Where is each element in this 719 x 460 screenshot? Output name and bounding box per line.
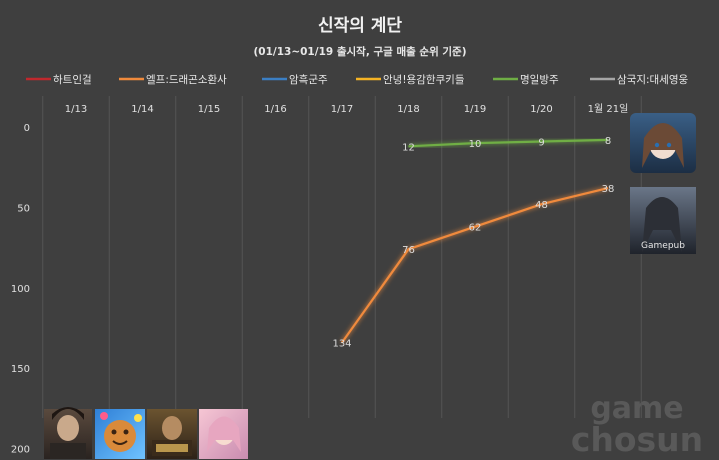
- chart-title: 신작의 계단: [318, 16, 402, 36]
- x-tick-label: 1/19: [464, 104, 486, 115]
- x-tick-label: 1/14: [131, 104, 153, 115]
- series-lines: [341, 138, 609, 344]
- y-tick-label: 200: [11, 445, 30, 456]
- chart-subtitle: (01/13~01/19 출시작, 구글 매출 순위 기준): [253, 45, 466, 58]
- y-tick-label: 100: [11, 284, 30, 295]
- x-tick-label: 1/18: [397, 104, 419, 115]
- data-label: 8: [605, 136, 611, 147]
- game-icon-elf-dragon: Gamepub: [630, 187, 696, 254]
- game-icon-arknights: [630, 113, 696, 173]
- series-line: [408, 138, 609, 148]
- x-tick-label: 1/20: [530, 104, 552, 115]
- game-icon-dark-lord: [147, 409, 197, 459]
- data-label: 48: [535, 200, 548, 211]
- legend-item: 삼국지:대세영웅: [590, 74, 688, 86]
- data-label: 76: [402, 245, 415, 256]
- data-label: 134: [332, 338, 351, 349]
- y-tick-label: 0: [24, 123, 30, 134]
- watermark-line1: game: [590, 391, 683, 426]
- legend-label: 명일방주: [520, 73, 559, 86]
- legend-item: 안녕!용감한쿠키들: [356, 74, 465, 86]
- data-label: 9: [538, 137, 544, 148]
- data-label: 38: [602, 184, 615, 195]
- x-tick-label: 1/17: [331, 104, 353, 115]
- legend-item: 명일방주: [493, 73, 559, 86]
- grid: [42, 96, 642, 418]
- data-label: 62: [469, 223, 482, 234]
- data-labels: 134 76 62 48 38 12 10 9 8: [332, 136, 614, 350]
- x-tick-label: 1/13: [65, 104, 87, 115]
- legend-item: 엘프:드래곤소환사: [119, 73, 227, 86]
- legend-item: 암흑군주: [262, 73, 328, 86]
- legend-item: 하트인걸: [26, 73, 92, 86]
- legend-label: 하트인걸: [53, 73, 92, 86]
- watermark-line2: chosun: [571, 420, 703, 459]
- game-icon-heart-girl: [199, 409, 248, 459]
- x-tick-label: 1/16: [264, 104, 286, 115]
- legend-label: 안녕!용감한쿠키들: [383, 74, 465, 86]
- y-tick-label: 150: [11, 364, 30, 375]
- game-icon-three-kingdoms: [44, 407, 92, 459]
- series-line: [341, 187, 609, 344]
- y-tick-label: 50: [17, 203, 30, 214]
- legend-label: 엘프:드래곤소환사: [146, 73, 227, 86]
- legend-label: 암흑군주: [289, 73, 328, 86]
- thumbnail-caption: Gamepub: [641, 241, 685, 251]
- data-label: 10: [469, 139, 482, 150]
- x-tick-label: 1/15: [198, 104, 220, 115]
- game-icon-cookies: [95, 409, 145, 459]
- data-label: 12: [402, 142, 415, 153]
- x-axis-ticks: 1/13 1/14 1/15 1/16 1/17 1/18 1/19 1/20 1월 21일: [65, 103, 629, 115]
- x-tick-label: 1월 21일: [588, 103, 629, 115]
- legend-label: 삼국지:대세영웅: [617, 74, 688, 86]
- legend: 하트인걸 엘프:드래곤소환사 암흑군주 안녕!용감한쿠키들 명일방주 삼국지:대세영웅: [26, 73, 688, 86]
- y-axis-ticks: 0 50 100 150 200: [11, 123, 30, 456]
